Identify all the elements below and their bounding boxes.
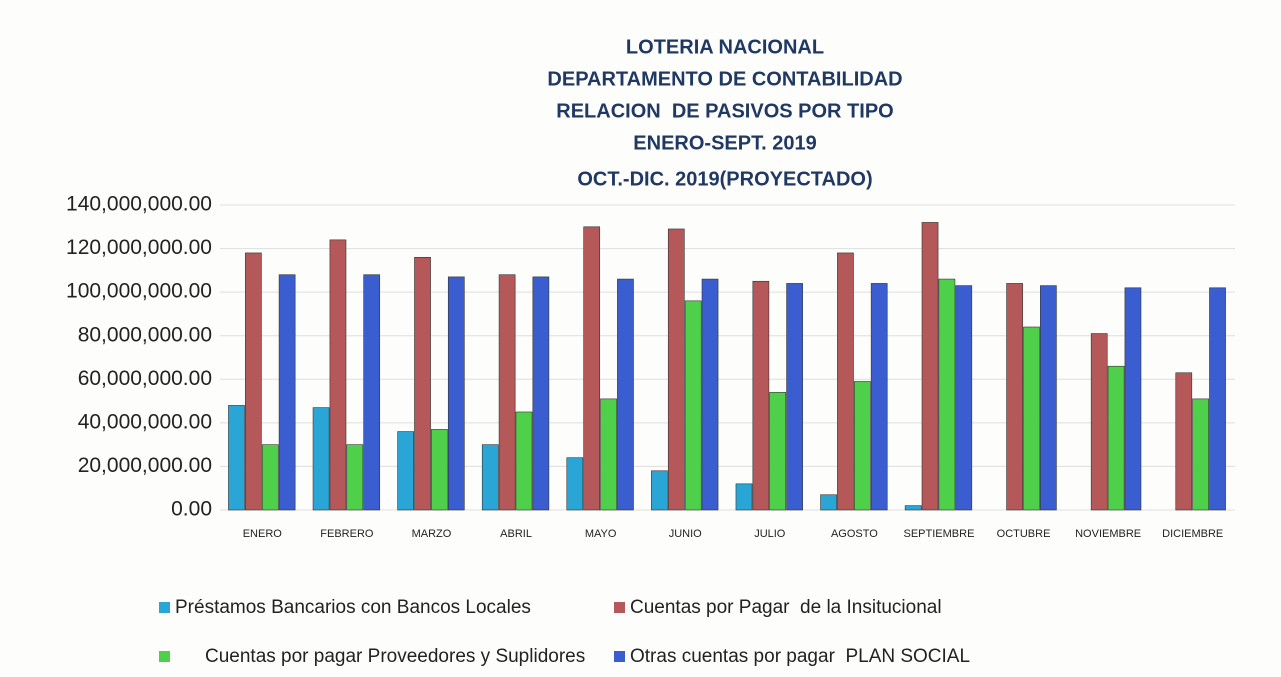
bar bbox=[1192, 398, 1209, 511]
bar bbox=[397, 431, 414, 511]
bar bbox=[853, 381, 871, 511]
bar bbox=[278, 274, 296, 511]
x-tick-label: NOVIEMBRE bbox=[1075, 528, 1141, 540]
bar bbox=[769, 392, 787, 511]
bar bbox=[228, 405, 245, 511]
bar bbox=[498, 274, 516, 511]
bar bbox=[1006, 283, 1023, 511]
bar bbox=[1023, 326, 1040, 511]
x-tick-label: DICIEMBRE bbox=[1162, 528, 1223, 540]
bar bbox=[600, 398, 617, 511]
bar bbox=[312, 407, 330, 511]
y-tick-label: 0.00 bbox=[171, 498, 212, 521]
bar bbox=[820, 494, 837, 511]
chart-title: ENERO-SEPT. 2019 bbox=[633, 132, 816, 154]
chart-title: RELACION DE PASIVOS POR TIPO bbox=[556, 100, 893, 122]
bar bbox=[1175, 372, 1193, 511]
bar bbox=[261, 444, 279, 511]
x-tick-label: FEBRERO bbox=[320, 528, 374, 540]
legend-label: Préstamos Bancarios con Bancos Locales bbox=[175, 597, 531, 618]
bar bbox=[667, 228, 685, 511]
x-tick-label: JUNIO bbox=[669, 528, 702, 540]
bar bbox=[431, 429, 448, 511]
y-tick-label: 40,000,000.00 bbox=[78, 410, 212, 433]
bar bbox=[1090, 333, 1108, 511]
bar bbox=[1040, 285, 1057, 511]
y-tick-label: 80,000,000.00 bbox=[78, 323, 212, 346]
legend-swatch bbox=[614, 602, 625, 613]
x-tick-label: OCTUBRE bbox=[997, 528, 1051, 540]
bar bbox=[837, 252, 854, 511]
bar bbox=[566, 457, 584, 511]
bar bbox=[515, 411, 533, 511]
legend-swatch bbox=[159, 651, 170, 662]
bar bbox=[532, 276, 550, 511]
bar bbox=[329, 239, 347, 511]
x-tick-label: ENERO bbox=[243, 528, 283, 540]
bar bbox=[752, 280, 770, 511]
legend-swatch bbox=[159, 602, 170, 613]
y-tick-label: 120,000,000.00 bbox=[66, 236, 212, 259]
chart-title: OCT.-DIC. 2019(PROYECTADO) bbox=[577, 168, 872, 190]
bar bbox=[684, 300, 702, 511]
y-tick-label: 140,000,000.00 bbox=[66, 193, 212, 216]
y-tick-label: 100,000,000.00 bbox=[66, 280, 212, 303]
bar bbox=[701, 278, 719, 511]
bar bbox=[870, 283, 888, 511]
bar bbox=[583, 226, 601, 511]
bar bbox=[955, 285, 973, 511]
bar bbox=[938, 278, 956, 511]
bar bbox=[245, 252, 262, 511]
bar bbox=[786, 283, 803, 511]
chart-title: DEPARTAMENTO DE CONTABILIDAD bbox=[547, 68, 902, 90]
legend-label: Cuentas por Pagar de la Insitucional bbox=[630, 597, 942, 618]
chart-title: LOTERIA NACIONAL bbox=[626, 36, 824, 58]
legend-label: Cuentas por pagar Proveedores y Suplidor… bbox=[205, 646, 585, 667]
x-tick-label: JULIO bbox=[754, 528, 786, 540]
legend-label: Otras cuentas por pagar PLAN SOCIAL bbox=[630, 646, 970, 667]
bar bbox=[1124, 287, 1142, 511]
bar bbox=[617, 278, 634, 511]
bar bbox=[346, 444, 364, 511]
bar bbox=[904, 505, 922, 511]
bar bbox=[414, 256, 431, 511]
bar bbox=[481, 444, 499, 511]
bar bbox=[651, 470, 668, 511]
bar bbox=[363, 274, 381, 511]
y-tick-label: 20,000,000.00 bbox=[78, 454, 212, 477]
y-tick-label: 60,000,000.00 bbox=[78, 367, 212, 390]
x-tick-label: SEPTIEMBRE bbox=[904, 528, 975, 540]
bar bbox=[1107, 365, 1125, 511]
x-tick-label: AGOSTO bbox=[831, 528, 878, 540]
x-tick-label: MAYO bbox=[585, 528, 617, 540]
legend-swatch bbox=[614, 651, 625, 662]
x-tick-label: MARZO bbox=[412, 528, 452, 540]
bar bbox=[735, 483, 753, 511]
bar bbox=[921, 222, 939, 511]
bar bbox=[1209, 287, 1226, 511]
bar bbox=[447, 276, 465, 511]
x-tick-label: ABRIL bbox=[500, 528, 532, 540]
